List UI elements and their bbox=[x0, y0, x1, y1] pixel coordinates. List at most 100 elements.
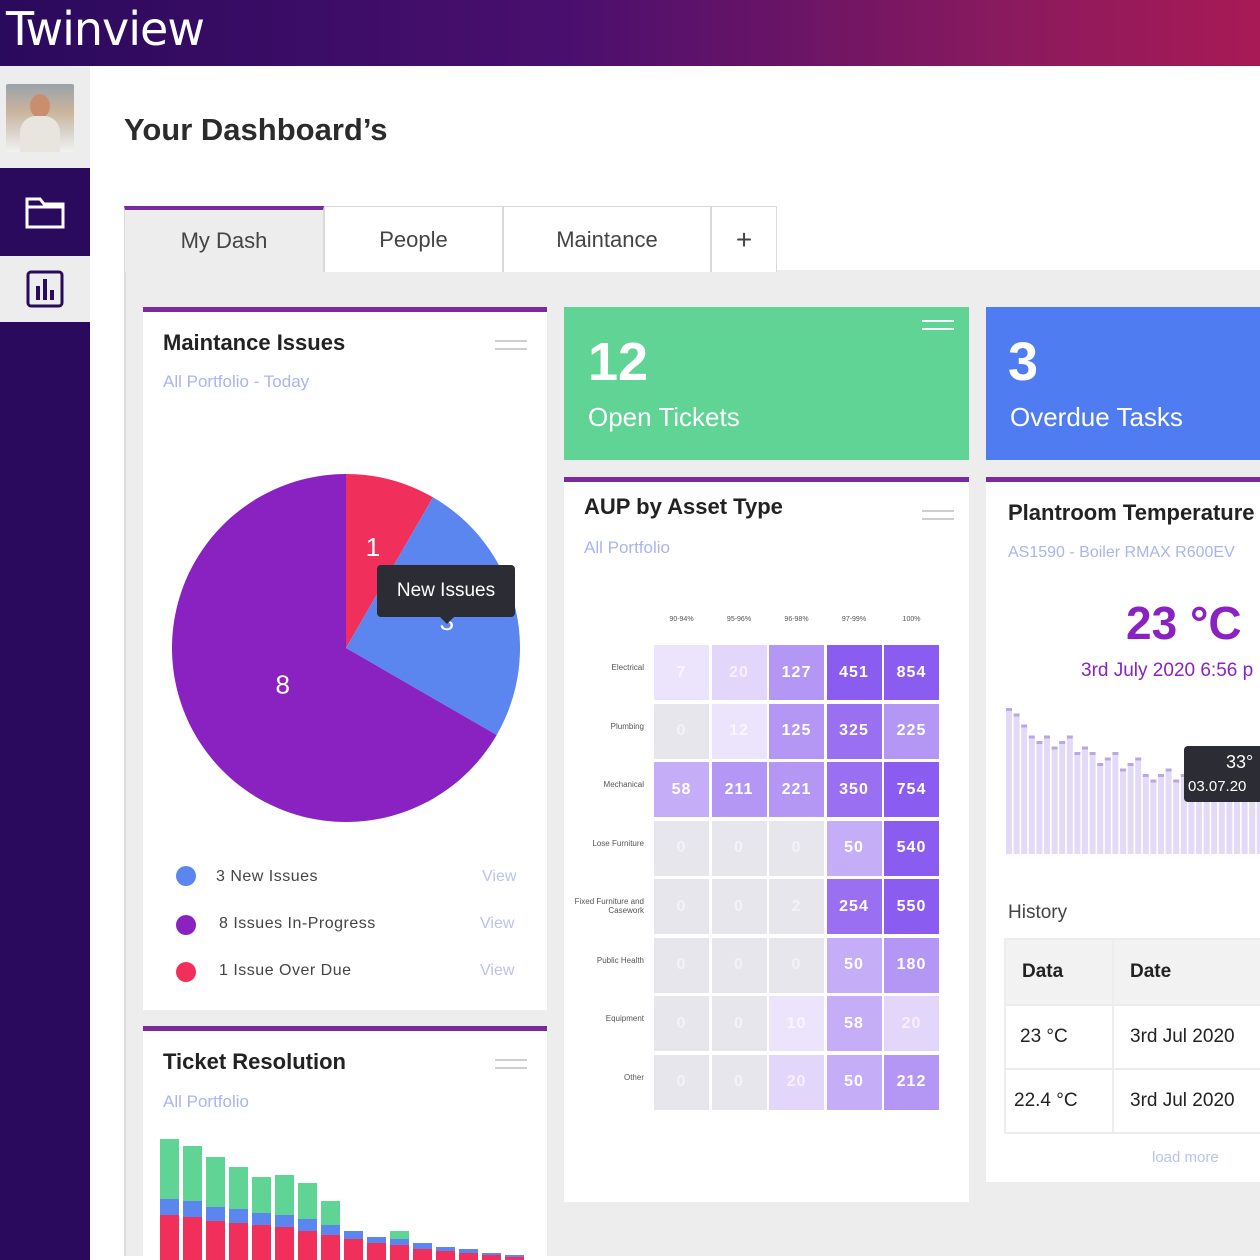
temperature-bar[interactable] bbox=[1142, 777, 1149, 854]
ticket-bar-segment[interactable] bbox=[321, 1225, 340, 1235]
ticket-bar-segment[interactable] bbox=[252, 1225, 271, 1260]
ticket-bar-segment[interactable] bbox=[298, 1219, 317, 1231]
temperature-bar[interactable] bbox=[1059, 744, 1066, 854]
temperature-bar[interactable] bbox=[1089, 755, 1096, 854]
heatmap-cell[interactable]: 0 bbox=[654, 937, 709, 993]
temperature-bar[interactable] bbox=[1036, 744, 1043, 854]
ticket-bar-segment[interactable] bbox=[482, 1255, 501, 1260]
temperature-bar[interactable] bbox=[1241, 782, 1248, 855]
heatmap-cell[interactable]: 10 bbox=[769, 996, 824, 1051]
ticket-bar-segment[interactable] bbox=[321, 1201, 340, 1225]
ticket-bar-segment[interactable] bbox=[298, 1183, 317, 1219]
heatmap-cell[interactable]: 754 bbox=[884, 762, 939, 817]
heatmap-cell[interactable]: 20 bbox=[884, 996, 939, 1051]
heatmap-cell[interactable]: 0 bbox=[654, 996, 709, 1051]
ticket-bar-segment[interactable] bbox=[229, 1223, 248, 1260]
view-in-progress-link[interactable]: View bbox=[480, 915, 515, 932]
heatmap-cell[interactable]: 212 bbox=[884, 1054, 939, 1110]
ticket-bar-segment[interactable] bbox=[252, 1177, 271, 1213]
heatmap-cell[interactable]: 58 bbox=[826, 996, 882, 1051]
load-more-link[interactable]: load more bbox=[1152, 1149, 1219, 1166]
ticket-bar-segment[interactable] bbox=[252, 1213, 271, 1225]
ticket-bar-segment[interactable] bbox=[160, 1199, 179, 1215]
temperature-bar[interactable] bbox=[1082, 749, 1088, 855]
heatmap-cell[interactable]: 0 bbox=[654, 1054, 709, 1110]
pie-slice-issues-in-progress[interactable] bbox=[171, 474, 497, 822]
user-avatar-panel[interactable] bbox=[0, 66, 90, 168]
avatar[interactable] bbox=[6, 84, 74, 152]
heatmap-cell[interactable]: 127 bbox=[769, 645, 824, 700]
temperature-bar[interactable] bbox=[1249, 793, 1256, 855]
temperature-bar[interactable] bbox=[1150, 782, 1157, 855]
temperature-bar[interactable] bbox=[1158, 777, 1164, 854]
ticket-bar-segment[interactable] bbox=[482, 1253, 501, 1255]
card-menu-icon[interactable] bbox=[495, 1059, 527, 1071]
ticket-bar-segment[interactable] bbox=[275, 1215, 294, 1227]
heatmap-cell[interactable]: 12 bbox=[711, 703, 767, 759]
ticket-bar-segment[interactable] bbox=[275, 1175, 294, 1215]
heatmap-cell[interactable]: 125 bbox=[769, 703, 824, 759]
ticket-bar-segment[interactable] bbox=[160, 1139, 179, 1199]
temperature-bar[interactable] bbox=[1044, 738, 1050, 855]
heatmap-cell[interactable]: 451 bbox=[826, 645, 882, 700]
heatmap-cell[interactable]: 0 bbox=[711, 879, 767, 934]
temperature-bar[interactable] bbox=[1120, 771, 1126, 855]
heatmap-cell[interactable]: 50 bbox=[826, 1054, 882, 1110]
card-menu-icon[interactable] bbox=[495, 340, 527, 352]
heatmap-cell[interactable]: 0 bbox=[711, 937, 767, 993]
ticket-bar-segment[interactable] bbox=[229, 1209, 248, 1223]
ticket-bar-segment[interactable] bbox=[390, 1245, 409, 1260]
heatmap-cell[interactable]: 0 bbox=[711, 820, 767, 876]
ticket-bar-segment[interactable] bbox=[413, 1243, 432, 1249]
ticket-bar-segment[interactable] bbox=[505, 1255, 524, 1257]
temperature-bar[interactable] bbox=[1066, 738, 1073, 855]
temperature-bar[interactable] bbox=[1006, 711, 1012, 854]
ticket-bar-segment[interactable] bbox=[436, 1251, 455, 1260]
ticket-bar-segment[interactable] bbox=[321, 1235, 340, 1260]
overdue-tasks-tile[interactable]: 3 Overdue Tasks bbox=[986, 307, 1260, 460]
ticket-bar-segment[interactable] bbox=[206, 1207, 225, 1221]
sidebar-item-dashboard[interactable] bbox=[0, 256, 90, 322]
tab-maintance[interactable]: Maintance bbox=[503, 206, 711, 272]
temperature-bar[interactable] bbox=[1013, 716, 1020, 855]
ticket-bar-segment[interactable] bbox=[367, 1243, 386, 1260]
ticket-bar-segment[interactable] bbox=[390, 1231, 409, 1239]
heatmap-cell[interactable]: 50 bbox=[826, 937, 882, 993]
heatmap-cell[interactable]: 350 bbox=[826, 762, 882, 817]
table-row[interactable]: 23 °C 3rd Jul 2020 bbox=[1004, 1004, 1260, 1070]
heatmap-cell[interactable]: 854 bbox=[884, 645, 939, 700]
temperature-bar[interactable] bbox=[1173, 782, 1180, 855]
ticket-bar-segment[interactable] bbox=[344, 1231, 363, 1239]
temperature-bar[interactable] bbox=[1127, 766, 1134, 854]
ticket-bar-segment[interactable] bbox=[275, 1227, 294, 1260]
ticket-bar-segment[interactable] bbox=[229, 1167, 248, 1209]
table-row[interactable]: 22.4 °C 3rd Jul 2020 bbox=[1004, 1068, 1260, 1134]
add-tab-button[interactable]: + bbox=[711, 206, 777, 272]
sidebar-item-folders[interactable] bbox=[0, 172, 90, 252]
ticket-bar-segment[interactable] bbox=[413, 1249, 432, 1260]
temperature-bar[interactable] bbox=[1112, 755, 1119, 854]
heatmap-cell[interactable]: 0 bbox=[711, 1054, 767, 1110]
temperature-bar[interactable] bbox=[1021, 727, 1028, 855]
view-over-due-link[interactable]: View bbox=[480, 962, 515, 979]
tab-people[interactable]: People bbox=[324, 206, 503, 272]
heatmap-cell[interactable]: 254 bbox=[826, 879, 882, 934]
heatmap-cell[interactable]: 0 bbox=[711, 996, 767, 1051]
heatmap-cell[interactable]: 50 bbox=[826, 820, 882, 876]
ticket-bar-segment[interactable] bbox=[459, 1253, 478, 1260]
heatmap-cell[interactable]: 180 bbox=[884, 937, 939, 993]
ticket-bar-segment[interactable] bbox=[344, 1239, 363, 1260]
heatmap-cell[interactable]: 211 bbox=[711, 762, 767, 817]
heatmap-cell[interactable]: 325 bbox=[826, 703, 882, 759]
temperature-bar[interactable] bbox=[1256, 799, 1260, 854]
ticket-bar-segment[interactable] bbox=[160, 1215, 179, 1260]
temperature-bar[interactable] bbox=[1074, 755, 1081, 854]
temperature-bar[interactable] bbox=[1104, 760, 1111, 855]
heatmap-cell[interactable]: 0 bbox=[654, 879, 709, 934]
temperature-bar[interactable] bbox=[1180, 777, 1187, 854]
temperature-bar[interactable] bbox=[1218, 788, 1225, 854]
temperature-bar[interactable] bbox=[1097, 766, 1104, 854]
temperature-bar[interactable] bbox=[1234, 788, 1240, 854]
ticket-bar-segment[interactable] bbox=[505, 1257, 524, 1260]
card-menu-icon[interactable] bbox=[922, 510, 954, 522]
